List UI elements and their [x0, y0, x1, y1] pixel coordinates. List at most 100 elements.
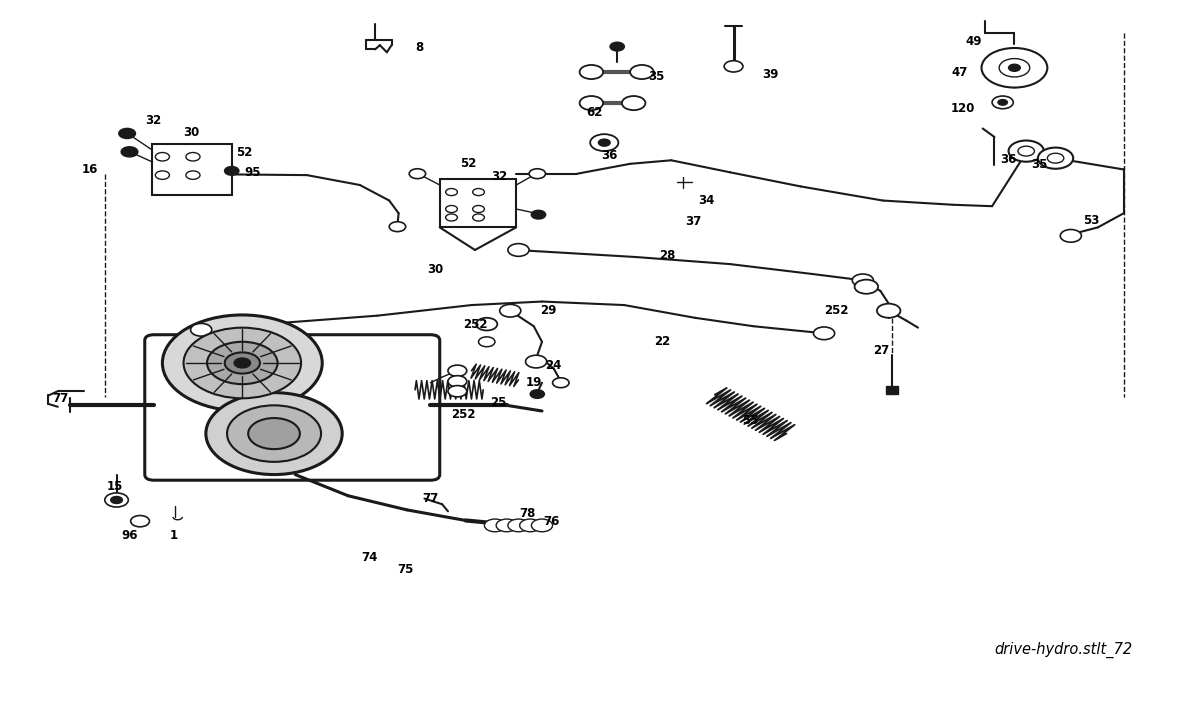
Circle shape [630, 65, 654, 79]
Circle shape [1008, 140, 1044, 162]
Text: 8: 8 [415, 42, 423, 55]
Text: 25: 25 [490, 396, 507, 409]
Circle shape [531, 211, 545, 219]
Circle shape [445, 189, 457, 196]
Circle shape [519, 519, 541, 532]
Text: 75: 75 [397, 564, 413, 576]
Text: 120: 120 [951, 102, 975, 116]
Text: 24: 24 [545, 359, 562, 372]
Circle shape [1018, 146, 1034, 156]
Text: 29: 29 [540, 304, 556, 317]
Text: 15: 15 [107, 480, 124, 493]
Circle shape [389, 222, 405, 232]
Circle shape [409, 169, 425, 179]
Circle shape [814, 327, 835, 340]
Circle shape [206, 393, 342, 474]
Circle shape [484, 519, 505, 532]
Circle shape [478, 337, 495, 347]
Circle shape [552, 378, 569, 388]
Text: 74: 74 [360, 551, 377, 564]
Circle shape [472, 206, 484, 213]
Circle shape [131, 515, 150, 527]
Circle shape [525, 355, 547, 368]
Circle shape [105, 493, 128, 507]
Circle shape [529, 169, 545, 179]
Text: 36: 36 [601, 149, 617, 162]
Text: 47: 47 [951, 65, 967, 79]
Circle shape [448, 376, 466, 387]
Circle shape [508, 244, 529, 257]
Text: 62: 62 [587, 106, 603, 119]
Circle shape [508, 519, 529, 532]
Text: 30: 30 [184, 125, 200, 138]
Circle shape [1047, 153, 1064, 163]
Circle shape [225, 167, 239, 175]
Circle shape [448, 386, 466, 397]
Text: 77: 77 [52, 392, 68, 405]
Text: 95: 95 [245, 166, 262, 179]
Circle shape [163, 315, 323, 411]
Circle shape [445, 206, 457, 213]
Text: 52: 52 [459, 157, 476, 170]
Text: 22: 22 [654, 335, 670, 348]
Circle shape [610, 43, 624, 51]
Circle shape [184, 328, 302, 398]
Circle shape [234, 358, 251, 368]
Text: 32: 32 [145, 113, 161, 126]
Circle shape [186, 171, 200, 179]
Circle shape [598, 139, 610, 146]
Circle shape [1060, 230, 1081, 242]
Circle shape [121, 147, 138, 157]
Circle shape [111, 496, 123, 503]
Bar [439, 179, 516, 228]
Text: drive-hydro.stlt_72: drive-hydro.stlt_72 [994, 642, 1132, 658]
Text: 49: 49 [965, 35, 981, 48]
Text: 32: 32 [491, 170, 508, 183]
Circle shape [1008, 65, 1020, 72]
Text: 34: 34 [699, 194, 715, 207]
Text: 28: 28 [660, 249, 676, 262]
Circle shape [724, 61, 743, 72]
Circle shape [992, 96, 1013, 108]
Circle shape [1038, 147, 1073, 169]
Circle shape [590, 134, 618, 151]
Circle shape [580, 65, 603, 79]
Circle shape [998, 99, 1007, 105]
Text: 52: 52 [237, 146, 253, 159]
Circle shape [191, 323, 212, 336]
Text: 96: 96 [121, 529, 138, 542]
Text: 76: 76 [543, 515, 560, 528]
Circle shape [999, 59, 1030, 77]
Text: 53: 53 [1083, 214, 1099, 227]
Circle shape [876, 303, 900, 318]
Text: 1: 1 [170, 529, 178, 542]
Circle shape [622, 96, 646, 110]
Text: 252: 252 [825, 303, 848, 316]
Circle shape [227, 406, 322, 462]
Text: 19: 19 [525, 376, 542, 389]
Text: 27: 27 [873, 344, 889, 357]
Text: 37: 37 [686, 216, 702, 228]
Circle shape [476, 318, 497, 330]
Circle shape [207, 342, 278, 384]
Circle shape [852, 274, 873, 286]
Text: 39: 39 [762, 68, 779, 82]
Circle shape [472, 214, 484, 221]
Text: 35: 35 [648, 70, 664, 84]
Circle shape [496, 519, 517, 532]
Circle shape [854, 279, 878, 294]
Circle shape [448, 365, 466, 376]
Bar [152, 144, 232, 195]
Text: 30: 30 [426, 263, 443, 277]
Circle shape [531, 519, 552, 532]
Text: 35: 35 [1031, 158, 1047, 171]
Circle shape [981, 48, 1047, 87]
Circle shape [445, 214, 457, 221]
Circle shape [580, 96, 603, 110]
Circle shape [472, 189, 484, 196]
Circle shape [225, 352, 260, 374]
Circle shape [186, 152, 200, 161]
Text: 78: 78 [519, 507, 536, 520]
Text: 252: 252 [451, 408, 476, 421]
Text: 55: 55 [742, 413, 759, 427]
